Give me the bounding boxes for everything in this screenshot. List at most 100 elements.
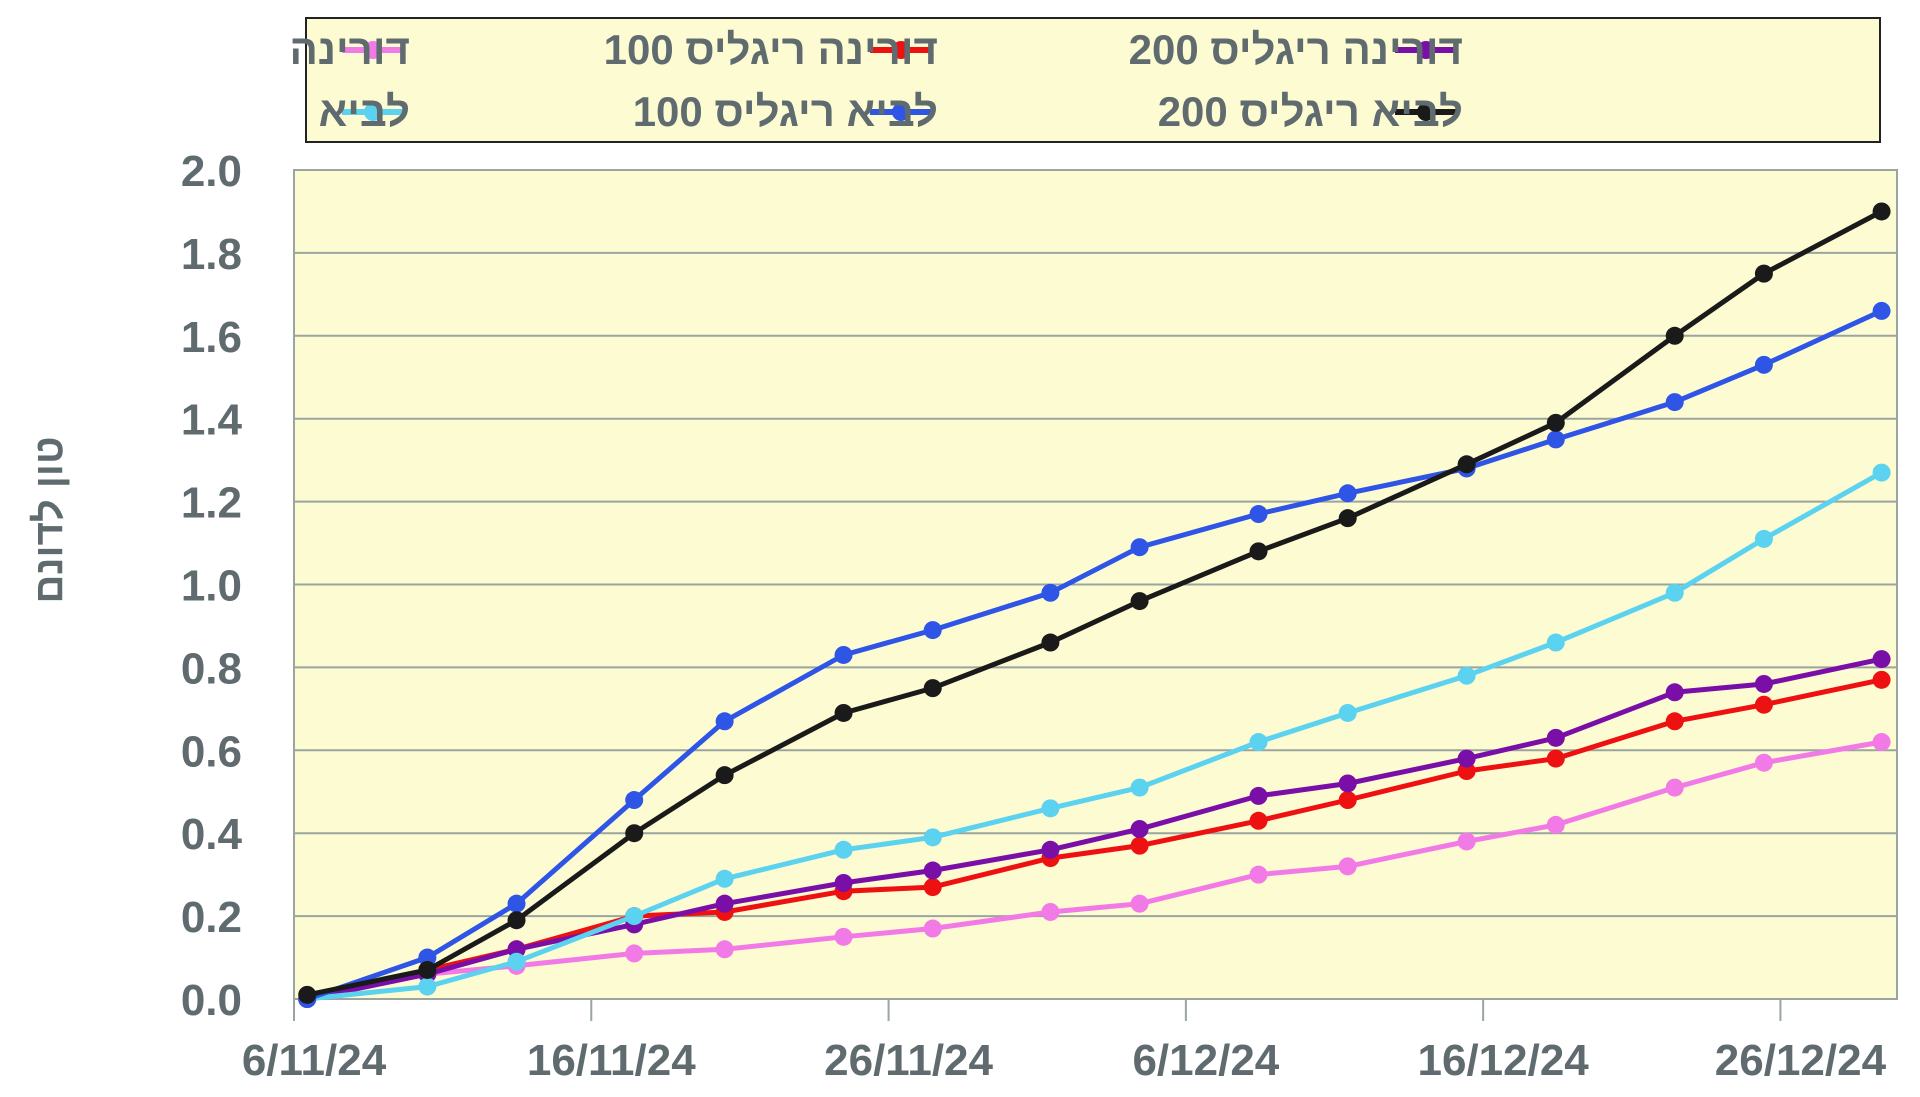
y-tick-label: 0.6 <box>181 727 242 776</box>
y-tick-label: 1.8 <box>181 230 242 279</box>
data-point <box>625 824 644 843</box>
legend-item: דורינה ריגליס 100 <box>604 26 938 73</box>
data-point <box>1546 728 1565 747</box>
data-point <box>298 985 317 1004</box>
data-point <box>1665 393 1684 412</box>
data-point <box>418 960 437 979</box>
data-point <box>1665 326 1684 345</box>
data-point <box>1546 413 1565 432</box>
legend-item: דורינה ריגליס 200 <box>1129 26 1463 73</box>
data-point <box>1872 202 1891 221</box>
data-point <box>1665 712 1684 731</box>
y-tick-label: 1.4 <box>181 396 243 445</box>
data-point <box>625 791 644 810</box>
data-point <box>1338 703 1357 722</box>
data-point <box>1041 633 1060 652</box>
data-point <box>1041 840 1060 859</box>
x-tick-label: 26/11/24 <box>824 1036 993 1085</box>
data-point <box>1130 538 1149 557</box>
data-point <box>1546 633 1565 652</box>
data-point <box>1546 815 1565 834</box>
data-point <box>1338 509 1357 528</box>
y-tick-label: 1.6 <box>181 313 242 362</box>
data-point <box>1457 762 1476 781</box>
legend: דורינה דורינה ריגליס 100 דורינה ריגליס 200… <box>290 17 1881 143</box>
data-point <box>834 703 853 722</box>
legend-label: לביא ריגליס 200 <box>1158 88 1463 135</box>
data-point <box>1872 670 1891 689</box>
series-lines <box>298 202 1891 1008</box>
y-tick-label: 1.0 <box>181 562 242 611</box>
data-point <box>923 919 942 938</box>
data-point <box>1457 666 1476 685</box>
x-axis: 6/11/24 16/11/24 26/11/24 6/12/24 16/12/24 26… <box>242 999 1887 1085</box>
data-point <box>625 907 644 926</box>
x-tick-label: 16/11/24 <box>527 1036 696 1085</box>
data-point <box>1546 430 1565 449</box>
x-tick-label: 26/12/24 <box>1715 1036 1887 1085</box>
data-point <box>923 679 942 698</box>
data-point <box>1457 455 1476 474</box>
data-point <box>1130 836 1149 855</box>
data-point <box>715 712 734 731</box>
data-point <box>1665 683 1684 702</box>
y-tick-label: 0.8 <box>181 644 242 693</box>
data-point <box>1665 778 1684 797</box>
legend-item: לביא ריגליס 100 <box>633 88 938 135</box>
data-point <box>1130 894 1149 913</box>
data-point <box>1041 583 1060 602</box>
data-point <box>715 940 734 959</box>
data-point <box>1041 799 1060 818</box>
legend-label: דורינה ריגליס 100 <box>604 26 938 73</box>
data-point <box>507 911 526 930</box>
data-point <box>625 944 644 963</box>
data-point <box>1754 355 1773 374</box>
y-tick-label: 0.2 <box>181 893 242 942</box>
data-point <box>507 952 526 971</box>
data-point <box>923 828 942 847</box>
data-point <box>923 878 942 897</box>
gridlines <box>294 251 1897 918</box>
data-point <box>1872 650 1891 669</box>
data-point <box>1754 674 1773 693</box>
data-point <box>1338 774 1357 793</box>
y-tick-label: 2.0 <box>181 147 242 196</box>
data-point <box>1249 733 1268 752</box>
x-tick-label: 16/12/24 <box>1418 1036 1590 1085</box>
data-point <box>507 894 526 913</box>
data-point <box>1754 753 1773 772</box>
data-point <box>1754 695 1773 714</box>
data-point <box>715 869 734 888</box>
y-axis-label: טון לדונם <box>27 436 71 603</box>
data-point <box>1872 301 1891 320</box>
x-tick-label: 6/12/24 <box>1132 1036 1279 1085</box>
y-tick-label: 0.4 <box>181 810 243 859</box>
series-line <box>298 202 1891 1004</box>
data-point <box>1130 820 1149 839</box>
data-point <box>1457 832 1476 851</box>
legend-label: דורינה <box>290 26 410 73</box>
y-axis: 0.0 0.2 0.4 0.6 0.8 1.0 1.2 1.4 1.6 1.8 2.0 <box>181 147 243 1025</box>
data-point <box>834 873 853 892</box>
data-point <box>715 766 734 785</box>
data-point <box>1249 811 1268 830</box>
data-point <box>1338 484 1357 503</box>
y-tick-label: 0.0 <box>181 976 242 1025</box>
data-point <box>1249 505 1268 524</box>
data-point <box>834 840 853 859</box>
data-point <box>1872 463 1891 482</box>
data-point <box>923 861 942 880</box>
data-point <box>1130 778 1149 797</box>
data-point <box>1041 902 1060 921</box>
data-point <box>715 894 734 913</box>
data-point <box>1249 786 1268 805</box>
data-point <box>1872 733 1891 752</box>
data-point <box>1754 264 1773 283</box>
data-point <box>1338 857 1357 876</box>
data-point <box>834 927 853 946</box>
data-point <box>1754 529 1773 548</box>
data-point <box>1665 583 1684 602</box>
data-point <box>1249 542 1268 561</box>
data-point <box>1130 592 1149 611</box>
